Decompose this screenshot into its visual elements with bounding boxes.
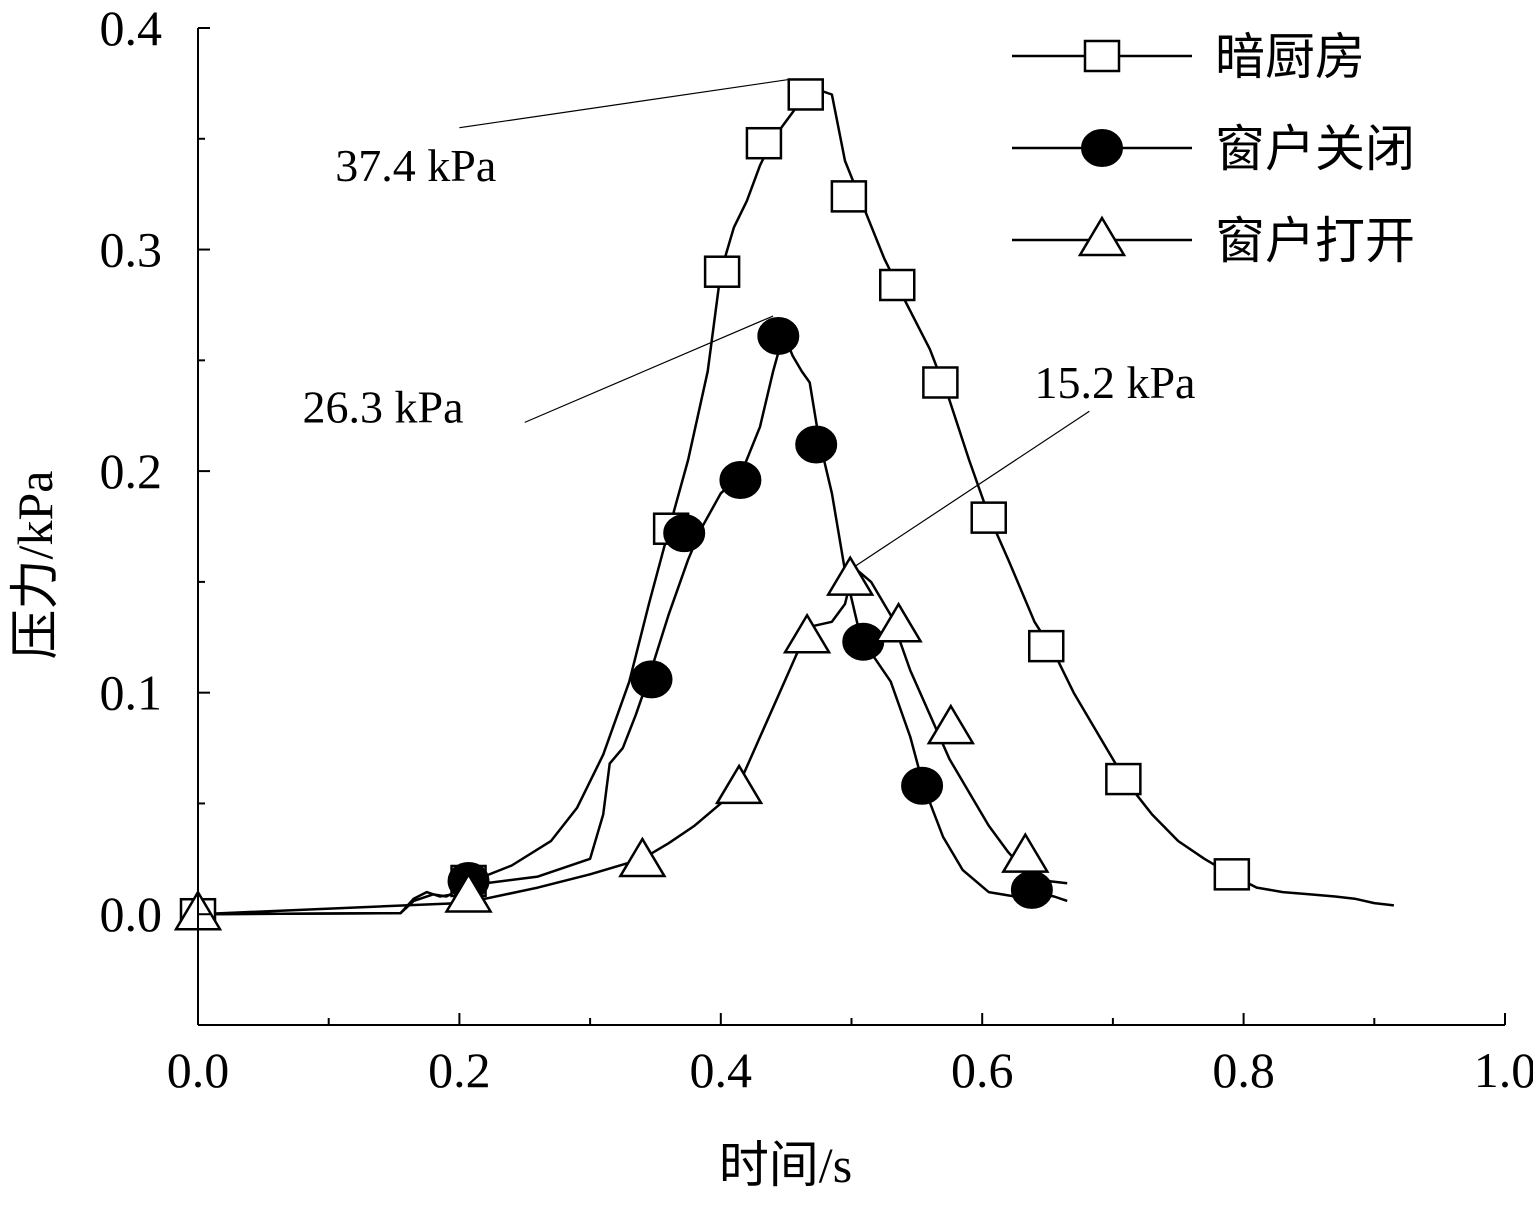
legend-marker [1077, 215, 1127, 257]
legend-marker [1083, 39, 1121, 73]
y-tick-label: 0.1 [100, 665, 163, 721]
x-tick-label: 0.0 [167, 1042, 230, 1098]
series-2-marker [757, 316, 800, 355]
axes: 0.0 0.2 0.4 0.6 0.8 1.0 0.0 0.1 0.2 0.3 0.4 时间/s 压力/… [7, 0, 1533, 1193]
series-2-marker [663, 514, 706, 553]
annotation-label: 15.2 kPa [1034, 357, 1195, 408]
series-1-marker [830, 180, 868, 213]
series-1-marker [787, 78, 825, 111]
series-3-marker [782, 612, 832, 654]
y-tick-label: 0.4 [100, 0, 163, 56]
y-axis-title: 压力/kPa [7, 471, 63, 660]
y-tick-label: 0.3 [100, 222, 163, 278]
legend-label: 暗厨房 [1215, 29, 1365, 85]
series-3-marker [714, 763, 764, 805]
annotations: 37.4 kPa 26.3 kPa 15.2 kPa [303, 78, 1195, 570]
y-tick-label: 0.0 [100, 886, 163, 942]
series-3-marker [1001, 832, 1050, 873]
series-1-marker [1027, 629, 1065, 663]
x-axis-title: 时间/s [719, 1137, 852, 1193]
series-3-marker [444, 872, 493, 913]
x-tick-label: 0.6 [951, 1042, 1014, 1098]
series-1-marker [1105, 762, 1142, 796]
x-tick-label: 1.0 [1474, 1042, 1533, 1098]
series-3-marker [926, 703, 976, 745]
series-1-marker [745, 126, 783, 160]
y-tick-label: 0.2 [100, 443, 163, 499]
series-3-marker [618, 836, 667, 878]
series-2-marker [630, 660, 673, 699]
series-1-marker [703, 255, 741, 288]
x-tick-label: 0.2 [428, 1042, 491, 1098]
series-line-3 [197, 569, 1068, 916]
series-markers [173, 78, 1251, 931]
series-1-marker [1213, 858, 1251, 891]
legend-label: 窗户关闭 [1215, 121, 1415, 177]
annotation-leader-line [524, 315, 774, 423]
series-2-marker [1010, 870, 1053, 909]
x-tick-label: 0.8 [1212, 1042, 1275, 1098]
series-1-marker [878, 268, 916, 302]
x-tick-label: 0.4 [690, 1042, 753, 1098]
series-2-marker [795, 425, 838, 464]
series-3-marker [825, 555, 875, 596]
series-2-marker [901, 766, 944, 805]
series-1-marker [970, 501, 1007, 534]
legend-marker [1081, 129, 1123, 167]
annotation-leader-line [459, 78, 793, 129]
annotation-leader-line [851, 410, 1090, 570]
annotation-label: 37.4 kPa [335, 140, 496, 191]
series-2-marker [719, 460, 762, 499]
legend-label: 窗户打开 [1215, 213, 1415, 269]
annotation-label: 26.3 kPa [303, 381, 464, 432]
series-3-marker [874, 601, 923, 643]
series-1-marker [922, 366, 959, 399]
series-line-1 [197, 88, 1395, 916]
